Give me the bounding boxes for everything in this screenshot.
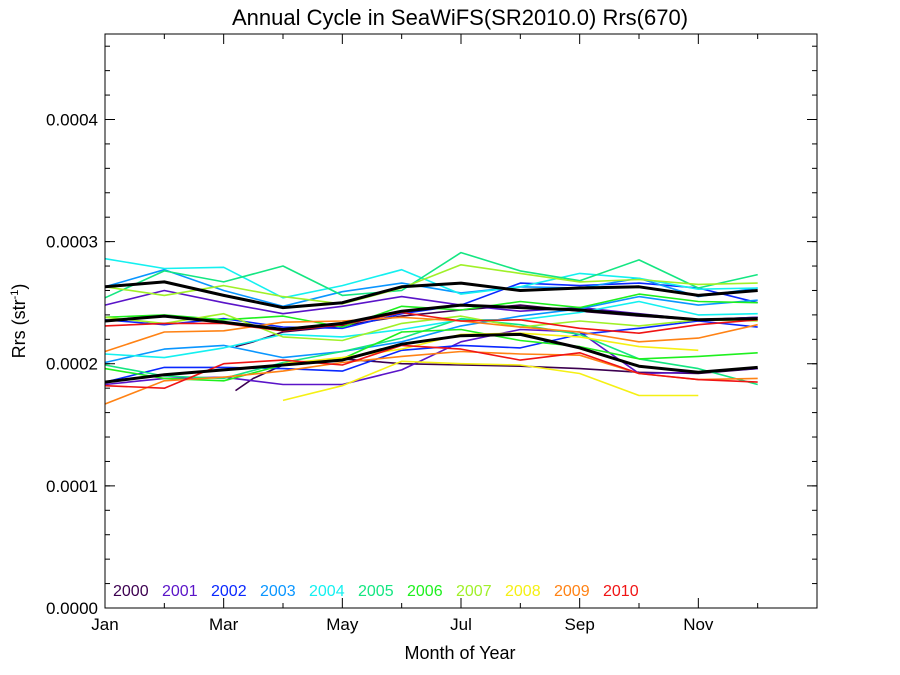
plot-lines — [104, 251, 758, 405]
series-line-2009-2 — [104, 316, 758, 353]
y-tick-label-1: 0.0001 — [46, 477, 98, 496]
legend: 2000 2001 2002 2003 2004 2005 2006 2007 2008 2009… — [113, 583, 639, 600]
y-axis: 0.0000 0.0001 0.0002 0.0003 0.0004 — [46, 45, 817, 618]
y-axis-label-sup: -1 — [9, 290, 21, 300]
y-axis-label-end: ) — [9, 284, 29, 290]
x-tick-label-sep: Sep — [565, 615, 595, 634]
series-line-2007-1 — [104, 263, 758, 305]
y-tick-label-4: 0.0004 — [46, 110, 98, 129]
series-line-2010-1 — [104, 344, 758, 390]
series-line-2008-1 — [282, 360, 699, 402]
y-tick-label-0: 0.0000 — [46, 599, 98, 618]
climatology-lines — [104, 280, 758, 384]
y-axis-label: Rrs (str-1) — [9, 284, 29, 359]
series-line-2003-1 — [104, 295, 758, 364]
legend-item-2003: 2003 — [260, 583, 296, 600]
legend-item-2000: 2000 — [113, 583, 149, 600]
climatology-line-2 — [104, 303, 758, 331]
y-tick-label-3: 0.0003 — [46, 233, 98, 252]
legend-item-2004: 2004 — [309, 583, 345, 600]
series-line-2006-2 — [104, 328, 758, 382]
legend-item-2006: 2006 — [407, 583, 443, 600]
legend-item-2002: 2002 — [211, 583, 247, 600]
legend-item-2008: 2008 — [505, 583, 541, 600]
y-axis-label-main: Rrs (str — [9, 299, 29, 358]
series-line-2004-2 — [104, 300, 758, 359]
x-tick-label-jul: Jul — [450, 615, 472, 634]
legend-item-2010: 2010 — [603, 583, 639, 600]
chart-title: Annual Cycle in SeaWiFS(SR2010.0) Rrs(67… — [232, 5, 688, 30]
legend-item-2001: 2001 — [162, 583, 198, 600]
x-tick-label-may: May — [326, 615, 359, 634]
x-tick-label-jan: Jan — [91, 615, 118, 634]
climatology-line-3 — [104, 332, 758, 384]
x-tick-label-mar: Mar — [209, 615, 239, 634]
climatology-line-1 — [104, 280, 758, 310]
series-line-2010-2 — [104, 311, 758, 335]
series-line-2005-1 — [104, 251, 758, 299]
legend-item-2007: 2007 — [456, 583, 492, 600]
x-axis-label: Month of Year — [404, 643, 515, 663]
y-tick-label-2: 0.0002 — [46, 355, 98, 374]
legend-item-2009: 2009 — [554, 583, 590, 600]
x-axis: Jan Mar May Jul Sep Nov — [91, 34, 759, 634]
x-tick-label-nov: Nov — [683, 615, 714, 634]
legend-item-2005: 2005 — [358, 583, 394, 600]
